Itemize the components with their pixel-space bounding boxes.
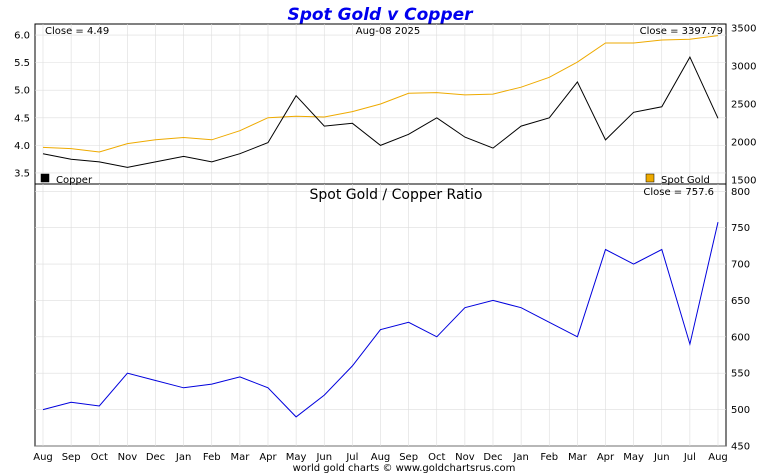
month-tick-label: Aug — [708, 452, 728, 463]
ratio-tick-label: 600 — [731, 332, 750, 343]
copper-tick-label: 4.5 — [14, 113, 30, 124]
gold-tick-label: 2000 — [731, 138, 756, 149]
month-tick-label: Aug — [33, 452, 53, 463]
month-tick-label: Feb — [203, 452, 221, 463]
gold-legend-label: Spot Gold — [661, 175, 710, 186]
gold-close-label: Close = 3397.79 — [640, 26, 723, 37]
gold-tick-label: 2500 — [731, 100, 756, 111]
ratio-series-line — [42, 221, 719, 418]
month-tick-label: Mar — [230, 452, 250, 463]
month-tick-label: Mar — [568, 452, 588, 463]
gold-tick-label: 3500 — [731, 23, 756, 34]
chart-footer: world gold charts © www.goldchartsrus.co… — [293, 463, 516, 474]
ratio-tick-label: 550 — [731, 369, 750, 380]
gold-tick-label: 3000 — [731, 61, 756, 72]
ratio-tick-label: 500 — [731, 405, 750, 416]
month-tick-label: Nov — [455, 452, 475, 463]
month-tick-label: Oct — [91, 452, 108, 463]
month-tick-label: May — [623, 452, 644, 463]
copper-close-label: Close = 4.49 — [45, 26, 109, 37]
month-tick-label: Feb — [540, 452, 558, 463]
month-tick-label: Nov — [118, 452, 138, 463]
month-tick-label: May — [286, 452, 307, 463]
copper-tick-label: 5.0 — [14, 86, 30, 97]
month-tick-label: Jan — [512, 452, 528, 463]
ratio-tick-label: 450 — [731, 442, 750, 453]
ratio-panel-title: Spot Gold / Copper Ratio — [310, 187, 483, 203]
month-tick-label: Jun — [653, 452, 670, 463]
ratio-axis-ticks: 800 750 700 650 600 550 500 450 — [731, 187, 750, 453]
bottom-panel-grid — [35, 184, 726, 447]
month-tick-label: Jul — [345, 452, 358, 463]
date-label: Aug-08 2025 — [356, 26, 421, 37]
gold-legend-swatch — [645, 173, 655, 183]
copper-legend-swatch — [40, 173, 50, 183]
month-tick-label: Dec — [146, 452, 165, 463]
ratio-tick-label: 800 — [731, 187, 750, 198]
month-tick-label: Aug — [371, 452, 391, 463]
gold-tick-label: 1500 — [731, 176, 756, 187]
month-tick-label: Sep — [399, 452, 418, 463]
top-panel-grid — [35, 24, 726, 184]
month-tick-label: Dec — [483, 452, 502, 463]
month-tick-label: Sep — [62, 452, 81, 463]
copper-series-line — [42, 56, 719, 168]
month-tick-label: Jul — [683, 452, 696, 463]
month-tick-label: Apr — [597, 452, 615, 463]
chart-title: Spot Gold v Copper — [287, 5, 474, 25]
copper-tick-label: 6.0 — [14, 31, 30, 42]
copper-tick-label: 3.5 — [14, 168, 30, 179]
copper-tick-label: 4.0 — [14, 141, 30, 152]
ratio-tick-label: 700 — [731, 260, 750, 271]
gold-axis-ticks: 3500 3000 2500 2000 1500 — [731, 23, 756, 186]
copper-legend-label: Copper — [56, 175, 93, 186]
copper-tick-label: 5.5 — [14, 58, 30, 69]
ratio-tick-label: 650 — [731, 296, 750, 307]
month-axis-ticks: Aug Sep Oct Nov Dec Jan Feb Mar Apr May Jun Jul Aug S… — [33, 452, 728, 463]
month-tick-label: Jun — [315, 452, 332, 463]
ratio-close-label: Close = 757.6 — [643, 187, 714, 198]
copper-axis-ticks: 6.0 5.5 5.0 4.5 4.0 3.5 — [14, 31, 30, 180]
month-tick-label: Oct — [428, 452, 445, 463]
ratio-tick-label: 750 — [731, 223, 750, 234]
month-tick-label: Apr — [259, 452, 277, 463]
month-tick-label: Jan — [175, 452, 191, 463]
gold-series-line — [42, 35, 719, 153]
